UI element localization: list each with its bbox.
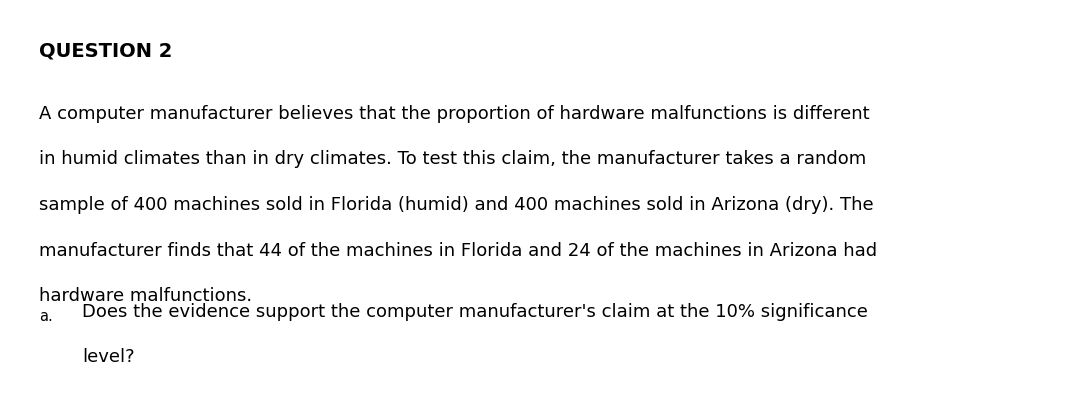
Text: Does the evidence support the computer manufacturer's claim at the 10% significa: Does the evidence support the computer m… [82,303,868,321]
Text: sample of 400 machines sold in Florida (humid) and 400 machines sold in Arizona : sample of 400 machines sold in Florida (… [39,196,874,214]
Text: manufacturer finds that 44 of the machines in Florida and 24 of the machines in : manufacturer finds that 44 of the machin… [39,242,877,259]
Text: in humid climates than in dry climates. To test this claim, the manufacturer tak: in humid climates than in dry climates. … [39,150,866,168]
Text: QUESTION 2: QUESTION 2 [39,42,172,61]
Text: a.: a. [39,309,53,324]
Text: A computer manufacturer believes that the proportion of hardware malfunctions is: A computer manufacturer believes that th… [39,105,869,123]
Text: hardware malfunctions.: hardware malfunctions. [39,287,252,305]
Text: level?: level? [82,348,135,366]
